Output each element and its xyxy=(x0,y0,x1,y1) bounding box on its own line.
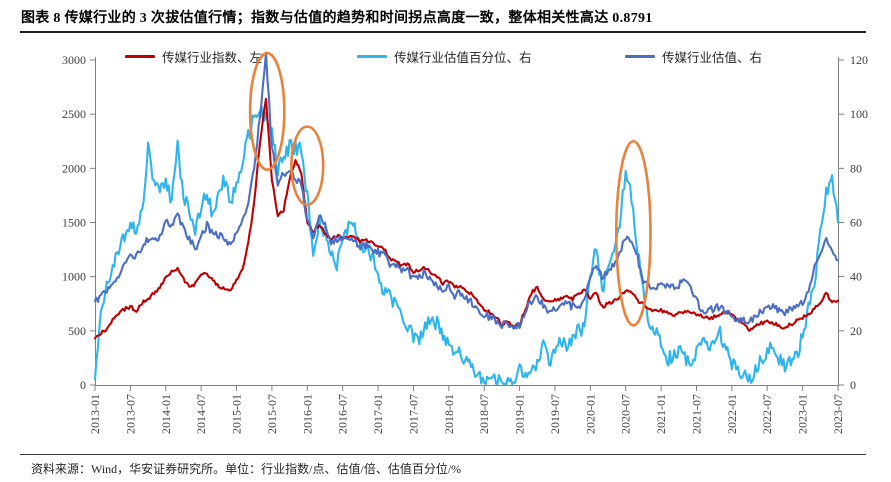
figure-title: 图表 8 传媒行业的 3 次拔估值行情；指数与估值的趋势和时间拐点高度一致，整体… xyxy=(21,11,653,26)
x-tick-label: 2013-07 xyxy=(123,394,137,434)
y-right-tick-label: 0 xyxy=(850,378,856,392)
source-divider xyxy=(20,454,866,455)
y-right-tick-label: 40 xyxy=(850,270,862,284)
source-note: 资料来源：Wind，华安证券研究所。单位：行业指数/点、估值/倍、估值百分位/% xyxy=(31,462,462,476)
y-right-tick-label: 120 xyxy=(850,53,868,67)
x-tick-label: 2017-07 xyxy=(406,394,420,434)
series-line-1 xyxy=(93,97,840,340)
y-left-tick-label: 1000 xyxy=(62,270,86,284)
x-tick-label: 2014-01 xyxy=(159,394,173,434)
x-tick-label: 2020-07 xyxy=(619,394,633,434)
x-tick-label: 2015-01 xyxy=(230,394,244,434)
x-tick-label: 2022-01 xyxy=(725,394,739,434)
x-tick-label: 2019-01 xyxy=(513,394,527,434)
y-right-tick-label: 80 xyxy=(850,161,862,175)
annotation-ellipse xyxy=(290,125,325,206)
legend-item-valuation: 传媒行业估值、右 xyxy=(625,49,763,65)
x-tick-label: 2016-01 xyxy=(300,394,314,434)
x-tick-label: 2023-07 xyxy=(831,394,845,434)
x-tick-label: 2020-01 xyxy=(583,394,597,434)
annotations xyxy=(248,51,652,327)
y-left-tick-label: 3000 xyxy=(62,53,86,67)
title-divider xyxy=(20,31,866,33)
x-tick-label: 2016-07 xyxy=(336,394,350,434)
y-left-tick-label: 0 xyxy=(80,378,86,392)
x-tick-label: 2018-01 xyxy=(442,394,456,434)
y-left-tick-label: 2500 xyxy=(62,107,86,121)
x-tick-label: 2013-01 xyxy=(88,394,102,434)
legend-item-percentile: 传媒行业估值百分位、右 xyxy=(357,49,532,65)
y-right-tick-label: 60 xyxy=(850,216,862,230)
annotation-ellipse xyxy=(248,51,286,171)
legend-label-percentile: 传媒行业估值百分位、右 xyxy=(394,50,532,65)
y-left-tick-label: 2000 xyxy=(62,161,86,175)
legend-label-index: 传媒行业指数、左 xyxy=(162,50,263,65)
x-tick-label: 2018-07 xyxy=(477,394,491,434)
x-tick-label: 2022-07 xyxy=(760,394,774,434)
y-right-tick-label: 20 xyxy=(850,324,862,338)
y-right-tick-label: 100 xyxy=(850,107,868,121)
y-axis-right: 0 20 40 60 80 100 120 xyxy=(839,53,868,392)
y-left-tick-label: 500 xyxy=(68,324,86,338)
x-tick-label: 2021-07 xyxy=(689,394,703,434)
series-line-0 xyxy=(93,105,840,386)
annotation-ellipse xyxy=(614,139,652,327)
valuation-line-swatch xyxy=(625,54,655,58)
x-tick-label: 2014-07 xyxy=(194,394,208,434)
x-tick-label: 2015-07 xyxy=(265,394,279,434)
percentile-line-swatch xyxy=(357,54,387,58)
x-tick-label: 2019-07 xyxy=(548,394,562,434)
y-left-tick-label: 1500 xyxy=(62,216,86,230)
index-line-swatch xyxy=(125,54,155,58)
y-axis-left: 0 500 1000 1500 2000 2500 3000 xyxy=(62,53,95,392)
x-tick-label: 2017-01 xyxy=(371,394,385,434)
x-tick-label: 2021-01 xyxy=(654,394,668,434)
legend-item-index: 传媒行业指数、左 xyxy=(125,49,263,65)
series-line-2 xyxy=(93,51,840,330)
legend-label-valuation: 传媒行业估值、右 xyxy=(662,50,763,65)
x-axis: 2013-01 2013-07 2014-01 2014-07 2015-01 2015-… xyxy=(88,386,845,434)
x-tick-label: 2023-01 xyxy=(796,394,810,434)
